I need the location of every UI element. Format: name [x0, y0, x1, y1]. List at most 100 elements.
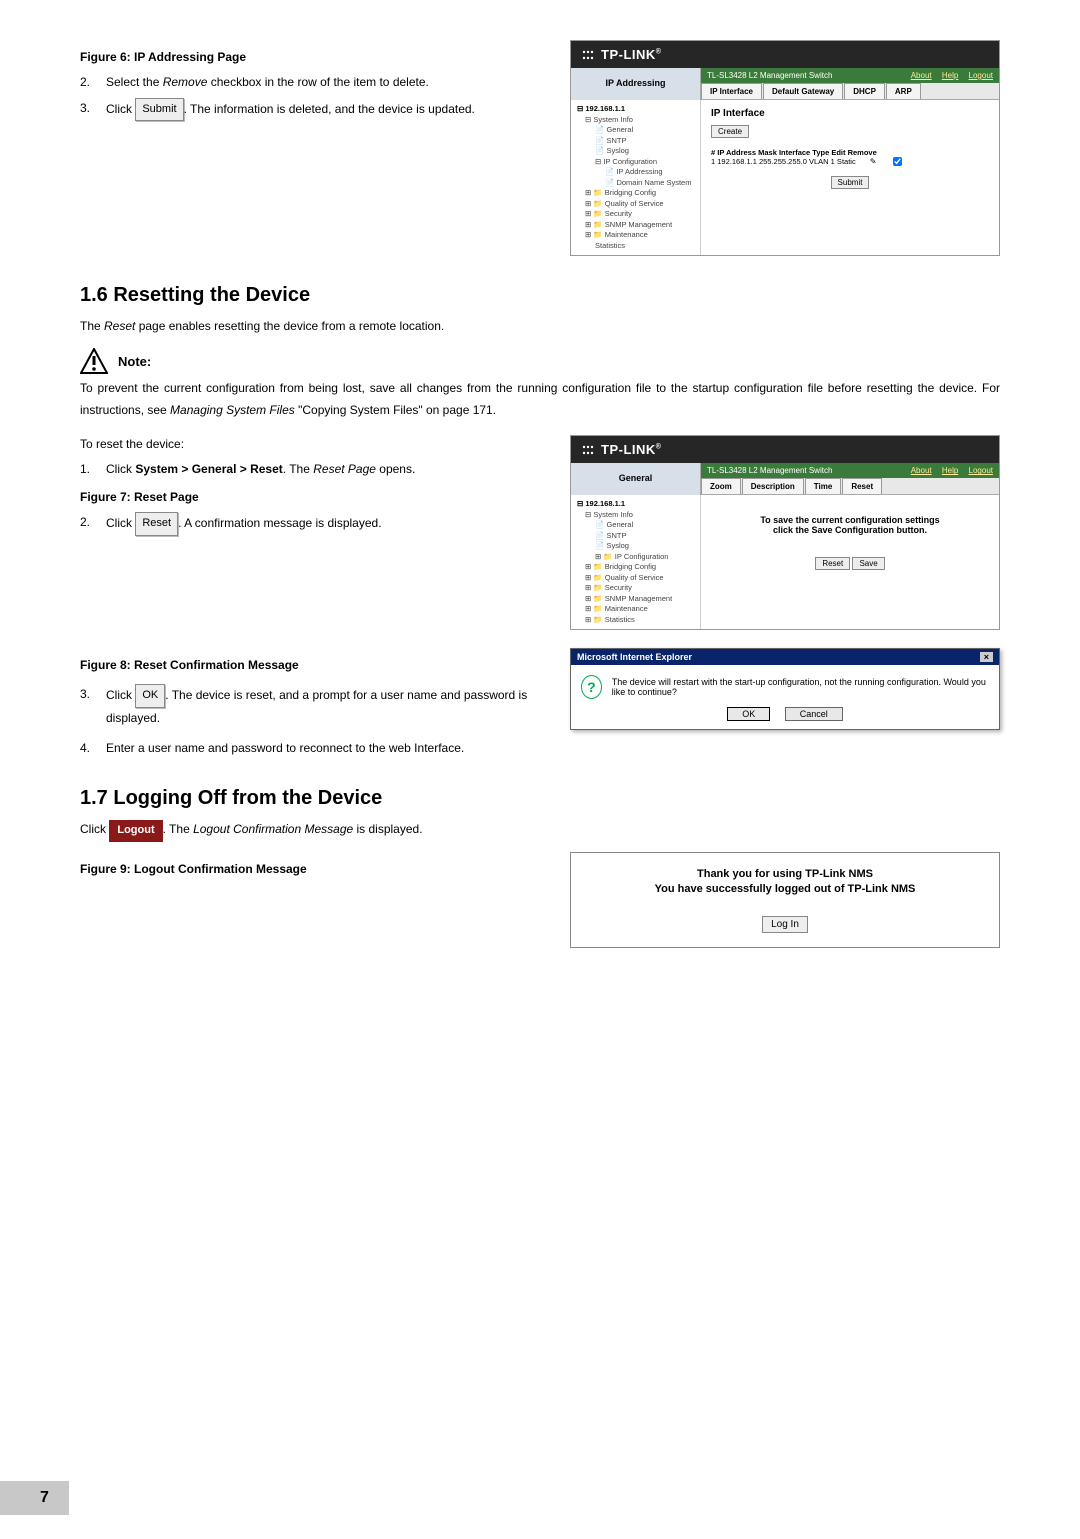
create-button[interactable]: Create [711, 125, 749, 138]
tab-ip-interface[interactable]: IP Interface [701, 83, 762, 99]
tree-ip: ⊟ 192.168.1.1 [577, 104, 694, 115]
about-link[interactable]: About [911, 466, 932, 475]
tab-description[interactable]: Description [742, 478, 804, 494]
tree-item[interactable]: ⊟ System Info [585, 115, 694, 126]
step-2: 2. Select the Remove checkbox in the row… [80, 72, 550, 94]
screenshot-ip-addressing: TP-LINK® IP Addressing TL-SL3428 L2 Mana… [570, 40, 1000, 256]
page-number: 7 [0, 1481, 69, 1515]
tab-reset[interactable]: Reset [842, 478, 882, 494]
figure-7-label: Figure 7: Reset Page [80, 490, 550, 504]
warning-icon [80, 348, 108, 374]
screenshot-reset-page: TP-LINK® General TL-SL3428 L2 Management… [570, 435, 1000, 630]
question-icon: ? [581, 675, 602, 699]
text: Click [106, 462, 135, 476]
tplink-logo: TP-LINK® [601, 47, 661, 62]
text: Click [106, 516, 135, 530]
tree-item[interactable]: ⊟ System Info [585, 510, 694, 521]
close-icon[interactable]: × [980, 652, 993, 662]
menu-path: System > General > Reset [135, 462, 282, 476]
ok-button[interactable]: OK [727, 707, 770, 721]
text: opens. [376, 462, 415, 476]
tree-item[interactable]: ⊞ 📁 Quality of Service [585, 199, 694, 210]
tree-item[interactable]: ⊟ IP Configuration [585, 157, 694, 168]
submit-button-inline: Submit [135, 98, 183, 122]
save-button[interactable]: Save [852, 557, 884, 570]
step-3: 3. Click Submit. The information is dele… [80, 98, 550, 122]
tab-default-gateway[interactable]: Default Gateway [763, 83, 843, 99]
reset-page-italic: Reset Page [313, 462, 376, 476]
tab-arp[interactable]: ARP [886, 83, 921, 99]
logout-link[interactable]: Logout [969, 466, 993, 475]
panel-title: General [571, 463, 701, 495]
section-1-7-heading: 1.7 Logging Off from the Device [80, 787, 1000, 810]
figure-6-label: Figure 6: IP Addressing Page [80, 50, 550, 64]
tree-item[interactable]: 📄 SNTP [585, 531, 694, 542]
tab-zoom[interactable]: Zoom [701, 478, 741, 494]
help-link[interactable]: Help [942, 71, 958, 80]
reset-lead: To reset the device: [80, 435, 550, 454]
tree-item[interactable]: ⊞ 📁 Security [585, 583, 694, 594]
reset-step-4: 4. Enter a user name and password to rec… [80, 738, 1000, 760]
ie-confirmation-dialog: Microsoft Internet Explorer × ? The devi… [570, 648, 1000, 730]
tree-item[interactable]: 📄 Syslog [585, 541, 694, 552]
dialog-message: The device will restart with the start-u… [612, 677, 989, 697]
tree-item[interactable]: Statistics [585, 241, 694, 252]
edit-icon[interactable]: ✎ [870, 157, 877, 166]
tree-item[interactable]: ⊞ 📁 SNMP Management [585, 220, 694, 231]
text: Click [106, 688, 135, 702]
figure-9-label: Figure 9: Logout Confirmation Message [80, 862, 550, 876]
tree-item[interactable]: ⊞ 📁 Statistics [585, 615, 694, 626]
text: . A confirmation message is displayed. [178, 516, 381, 530]
note-label: Note: [118, 354, 151, 369]
text: checkbox in the row of the item to delet… [207, 75, 428, 89]
tree-item[interactable]: ⊞ 📁 Quality of Service [585, 573, 694, 584]
step-num: 3. [80, 98, 94, 122]
tab-dhcp[interactable]: DHCP [844, 83, 885, 99]
tree-item[interactable]: ⊞ 📁 Bridging Config [585, 188, 694, 199]
tree-item[interactable]: ⊞ 📁 Bridging Config [585, 562, 694, 573]
tree-item[interactable]: 📄 General [585, 520, 694, 531]
step-num: 4. [80, 738, 94, 760]
step-num: 1. [80, 459, 94, 481]
tab-time[interactable]: Time [805, 478, 842, 494]
tree-item[interactable]: 📄 IP Addressing [585, 167, 694, 178]
step-num: 2. [80, 72, 94, 94]
remove-italic: Remove [163, 75, 208, 89]
reset-button-inline: Reset [135, 512, 178, 536]
text: . The device is reset, and a prompt for … [106, 688, 527, 725]
tree-item[interactable]: 📄 Syslog [585, 146, 694, 157]
cancel-button[interactable]: Cancel [785, 707, 843, 721]
nav-tree: ⊟ 192.168.1.1 ⊟ System Info 📄 General 📄 … [571, 495, 701, 629]
section-1-7-intro: Click Logout. The Logout Confirmation Me… [80, 820, 1000, 842]
submit-button[interactable]: Submit [831, 176, 870, 189]
section-1-6-heading: 1.6 Resetting the Device [80, 284, 1000, 307]
step-num: 3. [80, 684, 94, 729]
dialog-title: Microsoft Internet Explorer [577, 652, 692, 662]
ip-interface-title: IP Interface [711, 108, 989, 119]
text: . The information is deleted, and the de… [184, 102, 475, 116]
reset-button[interactable]: Reset [815, 557, 850, 570]
tree-item[interactable]: 📄 Domain Name System [585, 178, 694, 189]
remove-checkbox[interactable] [893, 157, 902, 166]
table-header: # IP Address Mask Interface Type Edit Re… [711, 148, 989, 157]
logout-link[interactable]: Logout [969, 71, 993, 80]
section-1-6-intro: The Reset page enables resetting the dev… [80, 317, 1000, 336]
tree-item[interactable]: ⊞ 📁 Security [585, 209, 694, 220]
ok-button-inline: OK [135, 684, 165, 708]
tree-item[interactable]: ⊞ 📁 Maintenance [585, 604, 694, 615]
about-link[interactable]: About [911, 71, 932, 80]
login-button[interactable]: Log In [762, 916, 808, 933]
logout-msg-2: You have successfully logged out of TP-L… [585, 882, 985, 897]
tree-item[interactable]: ⊞ 📁 Maintenance [585, 230, 694, 241]
step-num: 2. [80, 512, 94, 536]
device-model: TL-SL3428 L2 Management Switch [707, 71, 832, 80]
tree-item[interactable]: ⊞ 📁 SNMP Management [585, 594, 694, 605]
tree-item[interactable]: ⊞ 📁 IP Configuration [585, 552, 694, 563]
nav-tree: ⊟ 192.168.1.1 ⊟ System Info 📄 General 📄 … [571, 100, 701, 255]
tree-item[interactable]: 📄 General [585, 125, 694, 136]
reset-step-3: 3. Click OK. The device is reset, and a … [80, 684, 550, 729]
table-row: 1 192.168.1.1 255.255.255.0 VLAN 1 Stati… [711, 157, 989, 166]
tree-item[interactable]: 📄 SNTP [585, 136, 694, 147]
help-link[interactable]: Help [942, 466, 958, 475]
tplink-logo: TP-LINK® [601, 442, 661, 457]
